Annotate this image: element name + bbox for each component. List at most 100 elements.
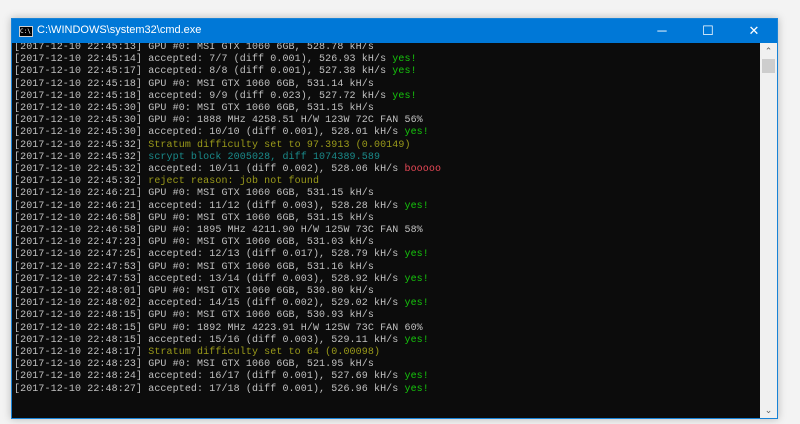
log-status: yes! bbox=[404, 298, 429, 310]
log-line: [2017-12-10 22:48:15] accepted: 15/16 (d… bbox=[14, 335, 441, 347]
log-status: yes! bbox=[392, 66, 417, 78]
log-timestamp: [2017-12-10 22:48:02] bbox=[14, 298, 143, 310]
log-line: [2017-12-10 22:48:01] GPU #0: MSI GTX 10… bbox=[14, 286, 441, 298]
minimize-button[interactable]: ─ bbox=[657, 23, 667, 38]
log-timestamp: [2017-12-10 22:46:21] bbox=[14, 200, 143, 212]
console-output[interactable]: [2017-12-10 22:45:13] GPU #0: MSI GTX 10… bbox=[12, 43, 760, 418]
log-message: GPU #0: MSI GTX 1060 6GB, 531.14 kH/s bbox=[142, 78, 374, 90]
log-line: [2017-12-10 22:45:30] GPU #0: MSI GTX 10… bbox=[14, 103, 441, 115]
log-message: GPU #0: 1895 MHz 4211.90 H/W 125W 73C FA… bbox=[142, 225, 423, 237]
log-status: yes! bbox=[404, 249, 429, 261]
log-line: [2017-12-10 22:45:32] accepted: 10/11 (d… bbox=[14, 164, 441, 176]
log-timestamp: [2017-12-10 22:45:14] bbox=[14, 54, 143, 66]
log-line: [2017-12-10 22:48:17] Stratum difficulty… bbox=[14, 347, 441, 359]
log-timestamp: [2017-12-10 22:45:17] bbox=[14, 66, 143, 78]
log-status: yes! bbox=[404, 200, 429, 212]
scroll-up-button[interactable]: ⌃ bbox=[764, 46, 773, 56]
scroll-down-button[interactable]: ⌄ bbox=[764, 405, 773, 415]
log-timestamp: [2017-12-10 22:48:15] bbox=[14, 334, 143, 346]
log-status: yes! bbox=[404, 127, 429, 139]
log-line: [2017-12-10 22:45:32] Stratum difficulty… bbox=[14, 140, 441, 152]
log-message: accepted: 17/18 (diff 0.001), 526.96 kH/… bbox=[142, 383, 405, 395]
maximize-button[interactable]: ☐ bbox=[702, 23, 714, 38]
log-timestamp: [2017-12-10 22:46:21] bbox=[14, 188, 143, 200]
log-timestamp: [2017-12-10 22:48:27] bbox=[14, 383, 143, 395]
log-message: scrypt block 2005028, diff 1074389.589 bbox=[142, 151, 381, 163]
log-line: [2017-12-10 22:45:30] accepted: 10/10 (d… bbox=[14, 127, 441, 139]
vertical-scrollbar[interactable]: ⌃ ⌄ bbox=[760, 43, 777, 418]
log-message: reject reason: job not found bbox=[142, 176, 320, 188]
log-line: [2017-12-10 22:45:30] GPU #0: 1888 MHz 4… bbox=[14, 115, 441, 127]
log-timestamp: [2017-12-10 22:48:01] bbox=[14, 286, 143, 298]
cmd-window: C:\ C:\WINDOWS\system32\cmd.exe ─ ☐ ✕ [2… bbox=[11, 18, 778, 419]
log-message: GPU #0: MSI GTX 1060 6GB, 521.95 kH/s bbox=[142, 359, 374, 371]
log-status: yes! bbox=[404, 334, 429, 346]
log-timestamp: [2017-12-10 22:45:30] bbox=[14, 127, 143, 139]
log-line: [2017-12-10 22:45:18] accepted: 9/9 (dif… bbox=[14, 91, 441, 103]
log-line: [2017-12-10 22:48:15] GPU #0: MSI GTX 10… bbox=[14, 310, 441, 322]
log-timestamp: [2017-12-10 22:46:58] bbox=[14, 212, 143, 224]
log-timestamp: [2017-12-10 22:45:30] bbox=[14, 103, 143, 115]
cmd-icon: C:\ bbox=[19, 26, 33, 37]
log-message: GPU #0: MSI GTX 1060 6GB, 531.15 kH/s bbox=[142, 103, 374, 115]
log-status: yes! bbox=[392, 90, 417, 102]
log-line: [2017-12-10 22:47:25] accepted: 12/13 (d… bbox=[14, 249, 441, 261]
log-timestamp: [2017-12-10 22:48:17] bbox=[14, 347, 143, 359]
log-message: accepted: 10/10 (diff 0.001), 528.01 kH/… bbox=[142, 127, 405, 139]
log-status: booooo bbox=[404, 164, 442, 176]
log-line: [2017-12-10 22:48:02] accepted: 14/15 (d… bbox=[14, 298, 441, 310]
log-message: accepted: 13/14 (diff 0.003), 528.92 kH/… bbox=[142, 273, 405, 285]
log-message: accepted: 9/9 (diff 0.023), 527.72 kH/s bbox=[142, 90, 393, 102]
log-line: [2017-12-10 22:45:14] accepted: 7/7 (dif… bbox=[14, 54, 441, 66]
log-timestamp: [2017-12-10 22:45:13] bbox=[14, 43, 143, 53]
log-message: GPU #0: MSI GTX 1060 6GB, 531.03 kH/s bbox=[142, 237, 374, 249]
log-timestamp: [2017-12-10 22:47:53] bbox=[14, 273, 143, 285]
log-message: GPU #0: MSI GTX 1060 6GB, 531.15 kH/s bbox=[142, 188, 374, 200]
log-timestamp: [2017-12-10 22:45:32] bbox=[14, 176, 143, 188]
log-timestamp: [2017-12-10 22:46:58] bbox=[14, 225, 143, 237]
log-lines: [2017-12-10 22:45:13] GPU #0: MSI GTX 10… bbox=[14, 43, 441, 396]
log-line: [2017-12-10 22:47:23] GPU #0: MSI GTX 10… bbox=[14, 237, 441, 249]
window-title: C:\WINDOWS\system32\cmd.exe bbox=[37, 24, 202, 36]
log-line: [2017-12-10 22:45:18] GPU #0: MSI GTX 10… bbox=[14, 79, 441, 91]
log-status: yes! bbox=[392, 54, 417, 66]
log-timestamp: [2017-12-10 22:45:18] bbox=[14, 90, 143, 102]
log-line: [2017-12-10 22:47:53] GPU #0: MSI GTX 10… bbox=[14, 262, 441, 274]
log-status: yes! bbox=[404, 371, 429, 383]
log-line: [2017-12-10 22:46:58] GPU #0: MSI GTX 10… bbox=[14, 213, 441, 225]
log-line: [2017-12-10 22:46:21] GPU #0: MSI GTX 10… bbox=[14, 188, 441, 200]
log-status: yes! bbox=[404, 273, 429, 285]
log-message: accepted: 7/7 (diff 0.001), 526.93 kH/s bbox=[142, 54, 393, 66]
scroll-thumb[interactable] bbox=[762, 59, 775, 73]
log-line: [2017-12-10 22:45:32] reject reason: job… bbox=[14, 176, 441, 188]
log-message: GPU #0: MSI GTX 1060 6GB, 528.78 kH/s bbox=[142, 43, 374, 53]
log-line: [2017-12-10 22:48:15] GPU #0: 1892 MHz 4… bbox=[14, 323, 441, 335]
log-message: accepted: 10/11 (diff 0.002), 528.06 kH/… bbox=[142, 164, 405, 176]
log-message: GPU #0: MSI GTX 1060 6GB, 530.93 kH/s bbox=[142, 310, 374, 322]
log-timestamp: [2017-12-10 22:45:32] bbox=[14, 139, 143, 151]
close-button[interactable]: ✕ bbox=[748, 23, 760, 38]
log-timestamp: [2017-12-10 22:45:30] bbox=[14, 115, 143, 127]
log-line: [2017-12-10 22:48:27] accepted: 17/18 (d… bbox=[14, 384, 441, 396]
log-line: [2017-12-10 22:45:32] scrypt block 20050… bbox=[14, 152, 441, 164]
log-timestamp: [2017-12-10 22:48:15] bbox=[14, 322, 143, 334]
log-line: [2017-12-10 22:46:58] GPU #0: 1895 MHz 4… bbox=[14, 225, 441, 237]
log-message: accepted: 12/13 (diff 0.017), 528.79 kH/… bbox=[142, 249, 405, 261]
log-line: [2017-12-10 22:48:23] GPU #0: MSI GTX 10… bbox=[14, 359, 441, 371]
log-message: accepted: 11/12 (diff 0.003), 528.28 kH/… bbox=[142, 200, 405, 212]
log-message: Stratum difficulty set to 97.3913 (0.001… bbox=[142, 139, 411, 151]
log-message: GPU #0: 1888 MHz 4258.51 H/W 123W 72C FA… bbox=[142, 115, 423, 127]
log-line: [2017-12-10 22:46:21] accepted: 11/12 (d… bbox=[14, 201, 441, 213]
log-line: [2017-12-10 22:45:17] accepted: 8/8 (dif… bbox=[14, 66, 441, 78]
log-timestamp: [2017-12-10 22:48:23] bbox=[14, 359, 143, 371]
log-timestamp: [2017-12-10 22:47:23] bbox=[14, 237, 143, 249]
log-message: accepted: 14/15 (diff 0.002), 529.02 kH/… bbox=[142, 298, 405, 310]
title-bar[interactable]: C:\ C:\WINDOWS\system32\cmd.exe ─ ☐ ✕ bbox=[12, 19, 777, 43]
log-message: Stratum difficulty set to 64 (0.00098) bbox=[142, 347, 381, 359]
log-message: GPU #0: MSI GTX 1060 6GB, 531.15 kH/s bbox=[142, 212, 374, 224]
log-message: GPU #0: MSI GTX 1060 6GB, 531.16 kH/s bbox=[142, 261, 374, 273]
log-timestamp: [2017-12-10 22:48:15] bbox=[14, 310, 143, 322]
log-timestamp: [2017-12-10 22:47:25] bbox=[14, 249, 143, 261]
log-line: [2017-12-10 22:47:53] accepted: 13/14 (d… bbox=[14, 274, 441, 286]
log-timestamp: [2017-12-10 22:45:32] bbox=[14, 164, 143, 176]
